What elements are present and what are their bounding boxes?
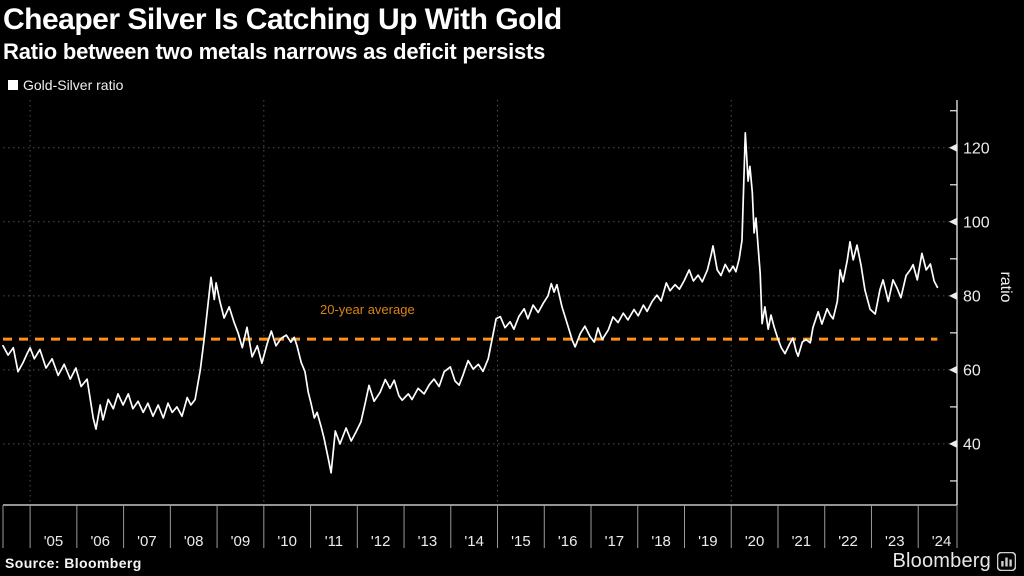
y-tick-label: 60 xyxy=(963,362,981,379)
x-tick-label: '05 xyxy=(44,533,64,550)
y-axis-title: ratio xyxy=(997,271,1014,303)
page-subtitle: Ratio between two metals narrows as defi… xyxy=(3,39,546,64)
x-tick-label: '24 xyxy=(932,533,952,550)
x-tick-label: '21 xyxy=(792,533,812,550)
page-title: Cheaper Silver Is Catching Up With Gold xyxy=(3,3,562,36)
x-tick-label: '14 xyxy=(464,533,484,550)
y-major-tick xyxy=(949,291,957,300)
x-tick-label: '15 xyxy=(511,533,531,550)
x-tick-label: '11 xyxy=(325,533,343,550)
source-note: Source: Bloomberg xyxy=(5,555,142,571)
x-tick-label: '20 xyxy=(745,533,765,550)
y-tick-label: 120 xyxy=(963,140,990,157)
legend-swatch-icon xyxy=(8,80,18,90)
x-tick-label: '17 xyxy=(605,533,625,550)
x-tick-label: '23 xyxy=(885,533,905,550)
y-major-tick xyxy=(949,217,957,226)
legend: Gold-Silver ratio xyxy=(8,77,123,93)
y-tick-label: 100 xyxy=(963,214,990,231)
x-tick-label: '22 xyxy=(838,533,858,550)
x-tick-label: '18 xyxy=(651,533,671,550)
x-tick-label: '16 xyxy=(558,533,578,550)
x-tick-label: '12 xyxy=(371,533,391,550)
x-tick-label: '19 xyxy=(698,533,718,550)
y-major-tick xyxy=(949,143,957,152)
legend-label: Gold-Silver ratio xyxy=(23,77,124,93)
y-major-tick xyxy=(949,439,957,448)
y-major-tick xyxy=(949,365,957,374)
bloomberg-logo: Bloomberg xyxy=(892,550,1016,573)
average-line-label: 20-year average xyxy=(320,302,415,317)
bloomberg-terminal-icon xyxy=(997,552,1016,571)
x-tick-label: '10 xyxy=(277,533,297,550)
y-tick-label: 80 xyxy=(963,288,981,305)
y-tick-label: 40 xyxy=(963,436,981,453)
x-tick-label: '08 xyxy=(184,533,204,550)
series-line xyxy=(2,132,939,474)
x-tick-label: '13 xyxy=(418,533,438,550)
x-tick-label: '09 xyxy=(231,533,251,550)
x-tick-label: '06 xyxy=(90,533,110,550)
x-tick-label: '07 xyxy=(137,533,157,550)
bloomberg-logo-text: Bloomberg xyxy=(892,550,991,572)
